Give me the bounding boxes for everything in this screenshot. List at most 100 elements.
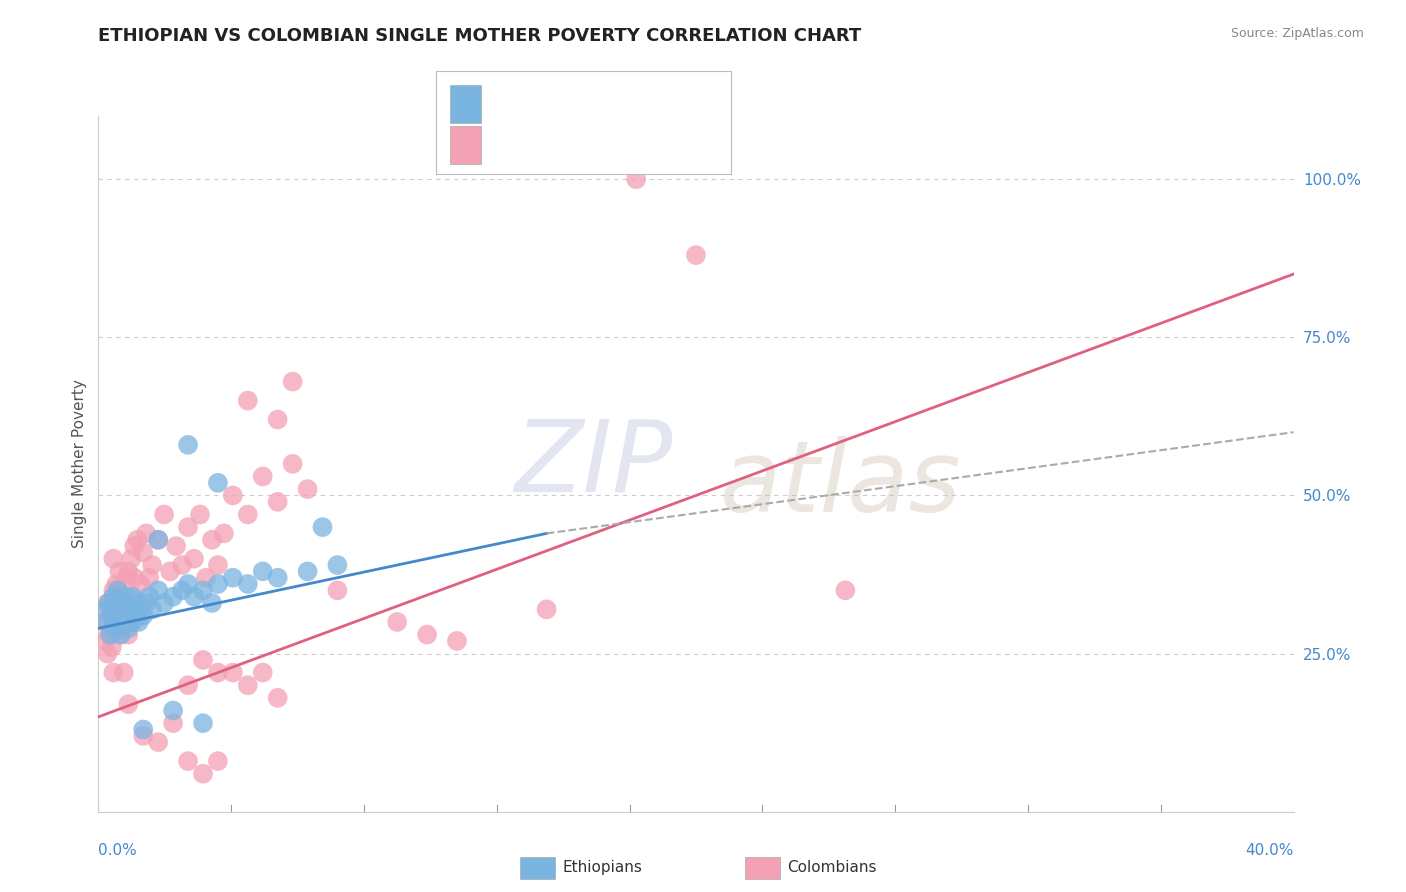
- Point: [124, 539, 146, 553]
- Point: [162, 590, 184, 604]
- Point: [159, 565, 181, 579]
- Point: [117, 565, 139, 579]
- Point: [326, 583, 349, 598]
- Point: [834, 583, 856, 598]
- Point: [191, 583, 214, 598]
- Point: [107, 615, 129, 629]
- Point: [212, 526, 235, 541]
- Point: [385, 615, 409, 629]
- Point: [326, 558, 349, 572]
- Point: [148, 735, 170, 749]
- Point: [141, 558, 163, 572]
- Point: [132, 729, 155, 743]
- Point: [207, 558, 229, 572]
- Point: [118, 596, 141, 610]
- Point: [685, 248, 707, 262]
- Point: [103, 615, 125, 629]
- Point: [114, 590, 136, 604]
- Point: [103, 665, 125, 680]
- Text: atlas: atlas: [720, 436, 962, 533]
- Point: [115, 608, 138, 623]
- Point: [121, 615, 143, 629]
- Point: [120, 551, 142, 566]
- Point: [125, 602, 148, 616]
- Point: [94, 634, 117, 648]
- Point: [103, 590, 125, 604]
- Point: [132, 608, 155, 623]
- Point: [112, 665, 135, 680]
- Point: [105, 577, 128, 591]
- Point: [110, 627, 132, 641]
- Point: [108, 608, 131, 623]
- Text: N =: N =: [591, 136, 643, 154]
- Point: [101, 608, 124, 623]
- Point: [252, 565, 274, 579]
- Point: [191, 716, 214, 731]
- Point: [105, 602, 128, 616]
- Point: [96, 647, 118, 661]
- Point: [97, 627, 120, 641]
- Text: N =: N =: [591, 95, 643, 113]
- Point: [111, 596, 134, 610]
- Point: [177, 438, 200, 452]
- Point: [153, 508, 176, 522]
- Point: [236, 577, 259, 591]
- Point: [177, 577, 200, 591]
- Text: 52: 52: [636, 95, 661, 113]
- Point: [135, 526, 157, 541]
- Point: [222, 488, 245, 502]
- Point: [267, 571, 290, 585]
- Text: ETHIOPIAN VS COLOMBIAN SINGLE MOTHER POVERTY CORRELATION CHART: ETHIOPIAN VS COLOMBIAN SINGLE MOTHER POV…: [98, 27, 862, 45]
- Point: [132, 723, 155, 737]
- Point: [172, 583, 194, 598]
- Point: [177, 754, 200, 768]
- Text: 0.0%: 0.0%: [98, 843, 138, 858]
- Point: [120, 615, 142, 629]
- Point: [188, 508, 211, 522]
- Point: [626, 172, 648, 186]
- Point: [127, 533, 149, 547]
- Text: 0.317: 0.317: [531, 95, 588, 113]
- Point: [195, 571, 218, 585]
- Point: [162, 704, 184, 718]
- Point: [222, 571, 245, 585]
- Point: [96, 615, 118, 629]
- Point: [111, 596, 134, 610]
- Point: [153, 596, 176, 610]
- Point: [267, 690, 290, 705]
- Text: ZIP: ZIP: [513, 416, 672, 512]
- Point: [236, 678, 259, 692]
- Point: [281, 375, 304, 389]
- Point: [118, 590, 141, 604]
- Point: [183, 590, 205, 604]
- Point: [177, 520, 200, 534]
- Point: [132, 545, 155, 559]
- Point: [100, 627, 122, 641]
- Point: [222, 665, 245, 680]
- Point: [96, 596, 118, 610]
- Point: [112, 615, 135, 629]
- Point: [128, 615, 150, 629]
- Point: [416, 627, 439, 641]
- Point: [536, 602, 558, 616]
- Point: [107, 583, 129, 598]
- Text: R =: R =: [492, 95, 531, 113]
- Point: [117, 697, 139, 711]
- Point: [172, 558, 194, 572]
- Point: [103, 583, 125, 598]
- Point: [201, 596, 224, 610]
- Point: [191, 766, 214, 780]
- Point: [297, 565, 319, 579]
- Point: [121, 590, 143, 604]
- Point: [138, 590, 160, 604]
- Point: [100, 602, 122, 616]
- Text: 74: 74: [636, 136, 661, 154]
- Point: [207, 665, 229, 680]
- Point: [103, 551, 125, 566]
- Text: 40.0%: 40.0%: [1246, 843, 1294, 858]
- Point: [311, 520, 333, 534]
- Point: [252, 469, 274, 483]
- Point: [104, 621, 127, 635]
- Point: [124, 571, 146, 585]
- Y-axis label: Single Mother Poverty: Single Mother Poverty: [72, 379, 87, 549]
